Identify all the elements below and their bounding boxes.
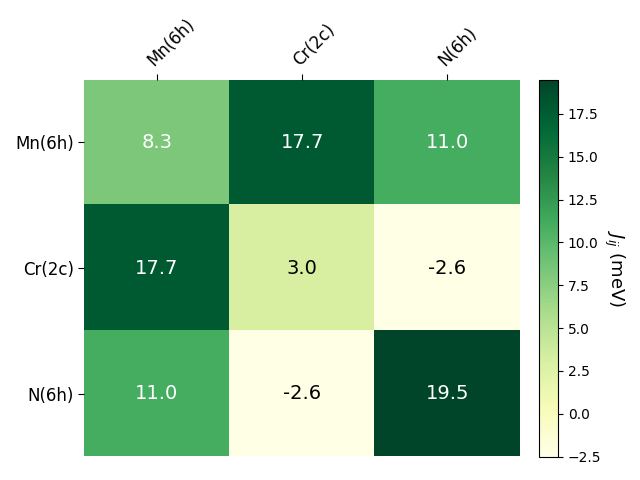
Text: 11.0: 11.0 bbox=[426, 133, 469, 152]
Text: 8.3: 8.3 bbox=[141, 133, 172, 152]
Text: 17.7: 17.7 bbox=[135, 259, 179, 277]
Text: -2.6: -2.6 bbox=[428, 259, 467, 277]
Text: 11.0: 11.0 bbox=[135, 384, 179, 403]
Text: 17.7: 17.7 bbox=[280, 133, 324, 152]
Y-axis label: $J_{ij}$ (meV): $J_{ij}$ (meV) bbox=[602, 229, 626, 307]
Text: 19.5: 19.5 bbox=[426, 384, 469, 403]
Text: 3.0: 3.0 bbox=[287, 259, 317, 277]
Text: -2.6: -2.6 bbox=[283, 384, 321, 403]
